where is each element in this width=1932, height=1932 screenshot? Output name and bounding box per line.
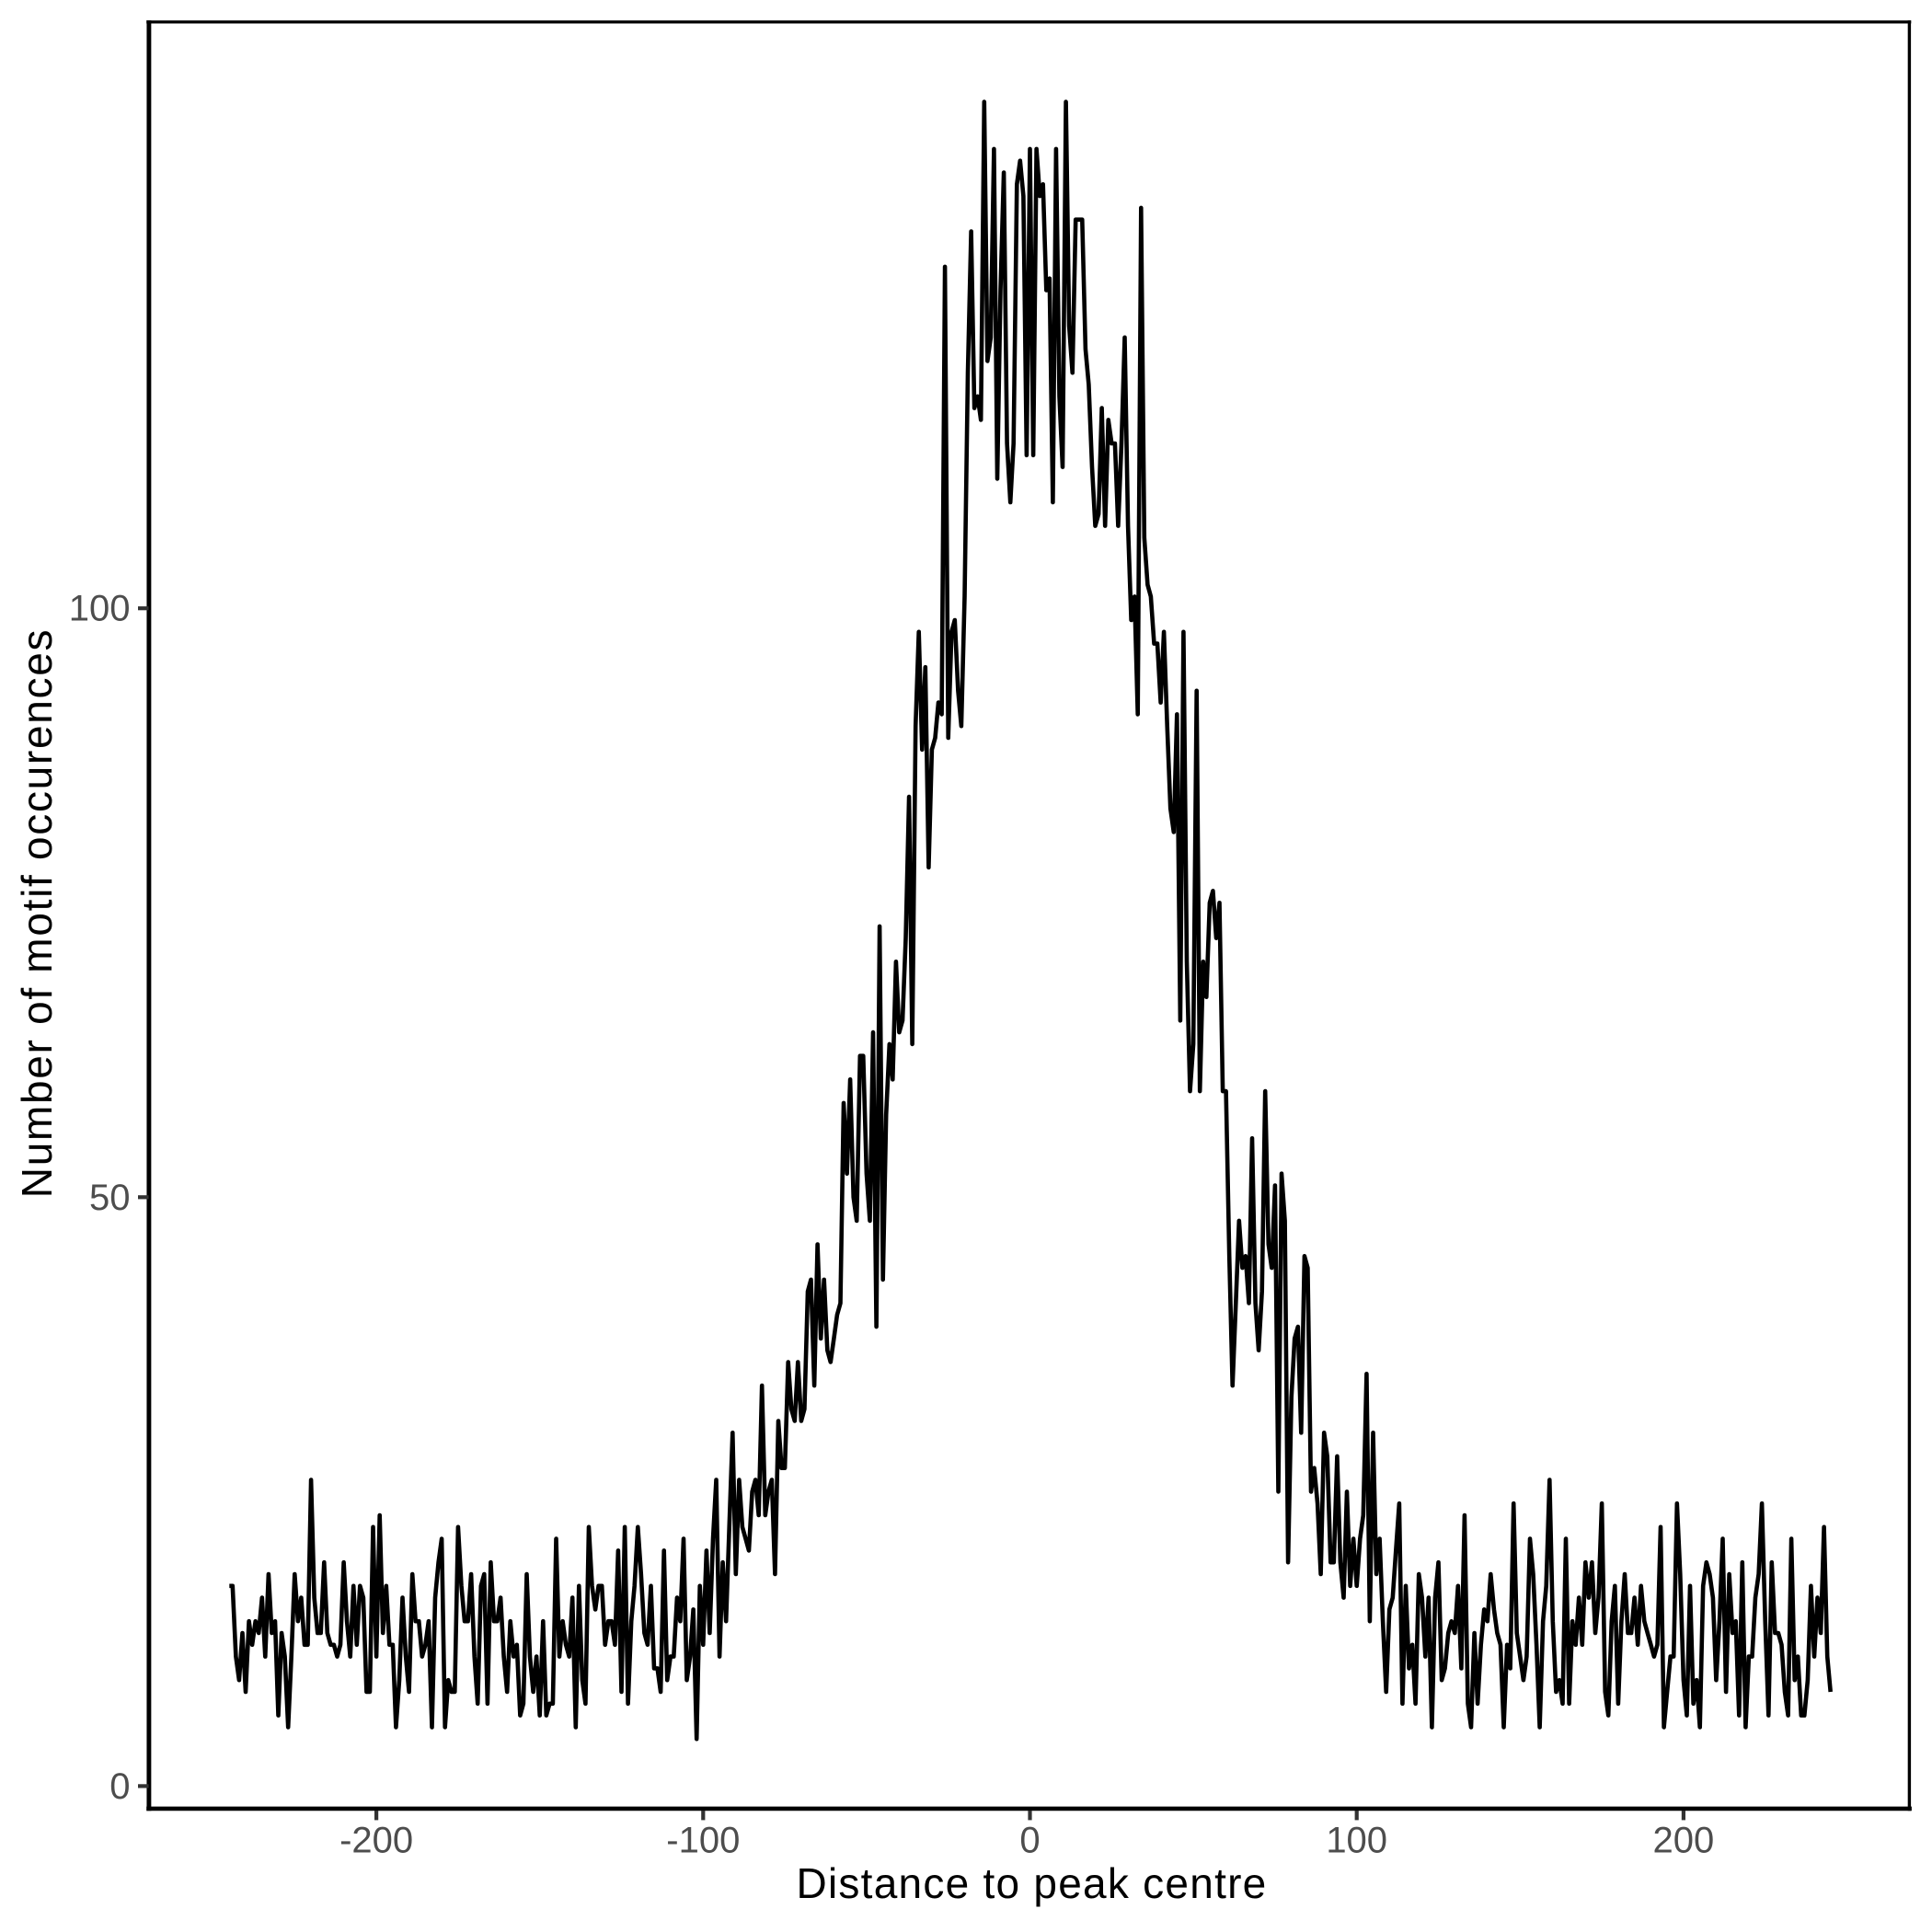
svg-text:0: 0 (1019, 1821, 1040, 1861)
svg-text:Number of motif occurences: Number of motif occurences (13, 628, 61, 1198)
svg-text:Distance to peak centre: Distance to peak centre (796, 1859, 1267, 1907)
svg-text:-200: -200 (339, 1821, 413, 1861)
svg-text:50: 50 (89, 1178, 131, 1218)
svg-text:100: 100 (69, 589, 131, 629)
svg-text:200: 200 (1653, 1821, 1715, 1861)
svg-text:0: 0 (109, 1766, 130, 1807)
svg-text:-100: -100 (666, 1821, 740, 1861)
svg-text:100: 100 (1326, 1821, 1387, 1861)
